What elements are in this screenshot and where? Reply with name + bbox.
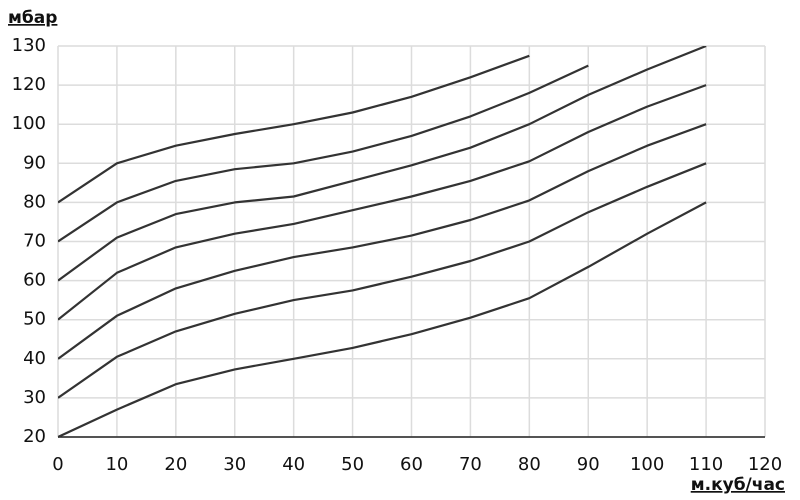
x-tick-label: 100: [630, 454, 664, 475]
curve: [58, 84, 707, 321]
curve: [58, 64, 589, 243]
y-tick-label: 60: [23, 270, 46, 291]
curve: [58, 54, 530, 204]
y-tick-label: 90: [23, 152, 46, 173]
x-tick-label: 40: [282, 454, 305, 475]
x-tick-label: 60: [400, 454, 423, 475]
x-tick-label: 80: [518, 454, 541, 475]
curve: [58, 162, 707, 399]
y-tick-label: 50: [23, 309, 46, 330]
x-tick-label: 30: [223, 454, 246, 475]
curve: [58, 123, 707, 360]
y-axis-title: мбар: [8, 8, 57, 28]
curve: [58, 201, 707, 438]
y-tick-label: 130: [12, 35, 46, 56]
x-tick-label: 20: [164, 454, 187, 475]
curve: [58, 46, 707, 282]
y-tick-label: 120: [12, 74, 46, 95]
y-tick-label: 70: [23, 231, 46, 252]
x-tick-label: 70: [459, 454, 482, 475]
x-axis-title: м.куб/час: [691, 475, 785, 495]
y-tick-label: 40: [23, 348, 46, 369]
y-tick-label: 30: [23, 387, 46, 408]
x-tick-label: 120: [748, 454, 782, 475]
x-tick-label: 50: [341, 454, 364, 475]
x-tick-label: 0: [52, 454, 63, 475]
x-tick-label: 90: [577, 454, 600, 475]
x-tick-label: 110: [689, 454, 723, 475]
y-tick-label: 20: [23, 426, 46, 447]
y-tick-label: 100: [12, 113, 46, 134]
y-tick-label: 80: [23, 191, 46, 212]
x-tick-label: 10: [105, 454, 128, 475]
